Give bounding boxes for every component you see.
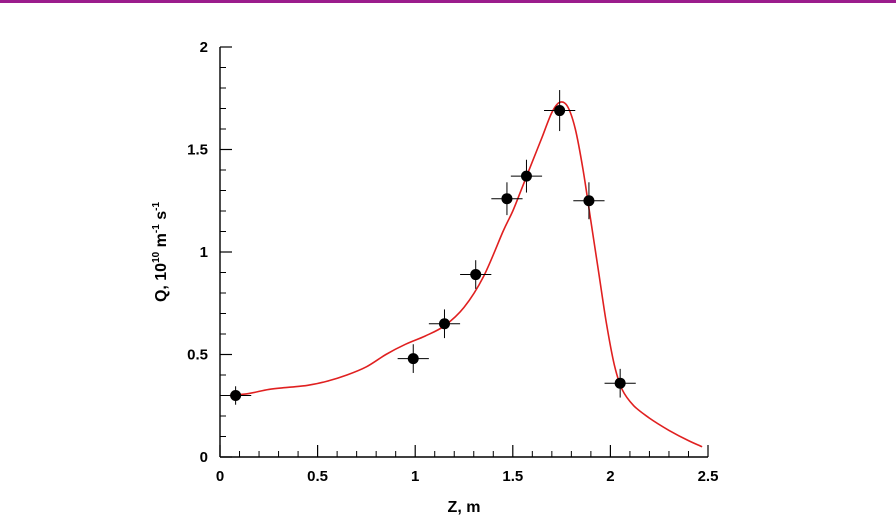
data-point — [438, 318, 450, 330]
data-point-group — [220, 386, 252, 405]
x-ticks: 0 0.5 1 1.5 2 2.5 — [216, 445, 719, 485]
data-point — [470, 269, 482, 281]
data-point — [407, 353, 419, 365]
data-point — [554, 105, 566, 117]
data-points — [220, 90, 636, 405]
x-tick-label: 0.5 — [307, 468, 328, 485]
data-point-group — [428, 309, 461, 339]
y-axis-title-exp1: 10 — [151, 251, 162, 263]
data-point — [614, 377, 626, 389]
y-tick-label: 1 — [200, 244, 208, 261]
data-point — [583, 195, 595, 207]
data-point-group — [544, 90, 576, 132]
x-tick-label: 2 — [606, 468, 614, 485]
data-point-group — [573, 182, 605, 220]
y-axis-title-mid: m — [153, 233, 170, 252]
data-point — [230, 390, 242, 401]
data-point-group — [510, 159, 543, 193]
y-axis-title: Q, 1010 m-1 s-1 — [151, 202, 170, 303]
x-axis-title: Z, m — [448, 499, 481, 516]
y-axis-title-prefix: Q, 10 — [153, 263, 170, 302]
x-tick-label: 1.5 — [502, 468, 523, 485]
top-rule — [0, 0, 896, 3]
data-point-group — [460, 260, 492, 289]
y-tick-label: 2 — [200, 39, 208, 56]
x-tick-label: 1 — [411, 468, 419, 485]
axes — [219, 47, 708, 458]
y-axis-title-mid2: s — [153, 211, 170, 224]
data-point-group — [604, 368, 636, 398]
x-tick-label: 2.5 — [698, 468, 719, 485]
data-point — [501, 193, 513, 205]
y-ticks: 0 0.5 1 1.5 2 — [187, 39, 232, 466]
x-tick-label: 0 — [216, 468, 224, 485]
y-axis-title-exp2: -1 — [151, 224, 162, 233]
data-point — [520, 170, 532, 182]
y-tick-label: 0 — [200, 449, 208, 466]
data-point-group — [491, 182, 523, 216]
y-tick-label: 0.5 — [187, 347, 208, 364]
y-axis-title-exp3: -1 — [151, 202, 162, 211]
data-point-group — [397, 344, 429, 373]
y-tick-label: 1.5 — [187, 142, 208, 159]
